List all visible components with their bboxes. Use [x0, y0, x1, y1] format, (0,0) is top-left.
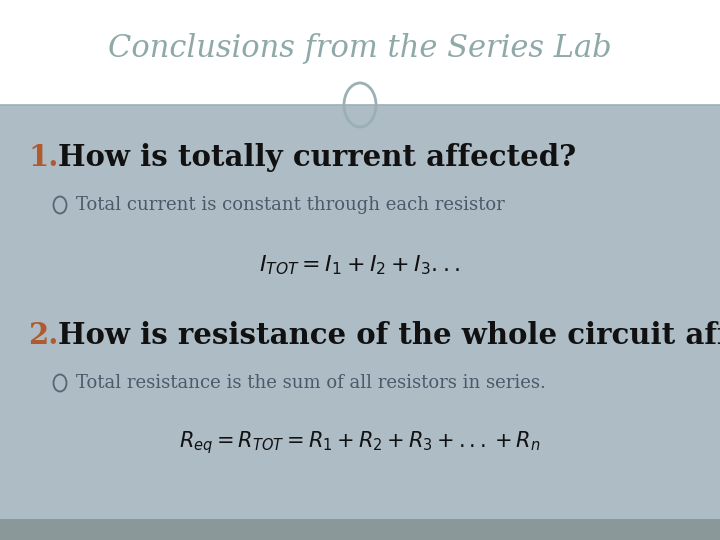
- Text: Total resistance is the sum of all resistors in series.: Total resistance is the sum of all resis…: [76, 374, 546, 392]
- Text: How is resistance of the whole circuit affected?: How is resistance of the whole circuit a…: [58, 321, 720, 349]
- Text: Conclusions from the Series Lab: Conclusions from the Series Lab: [108, 33, 612, 64]
- Bar: [0, 0, 720, 105]
- Text: 1.: 1.: [28, 143, 58, 172]
- Bar: [0, 519, 720, 540]
- Text: $R_{eq} = R_{TOT} = R_1 + R_2 + R_3 + ...+ R_n$: $R_{eq} = R_{TOT} = R_1 + R_2 + R_3 + ..…: [179, 430, 541, 456]
- Text: Total current is constant through each resistor: Total current is constant through each r…: [76, 196, 505, 214]
- Text: $I_{TOT} = I_1 + I_2 + I_3 ...$: $I_{TOT} = I_1 + I_2 + I_3 ...$: [259, 253, 461, 277]
- Text: 2.: 2.: [28, 321, 58, 349]
- Text: How is totally current affected?: How is totally current affected?: [58, 143, 576, 172]
